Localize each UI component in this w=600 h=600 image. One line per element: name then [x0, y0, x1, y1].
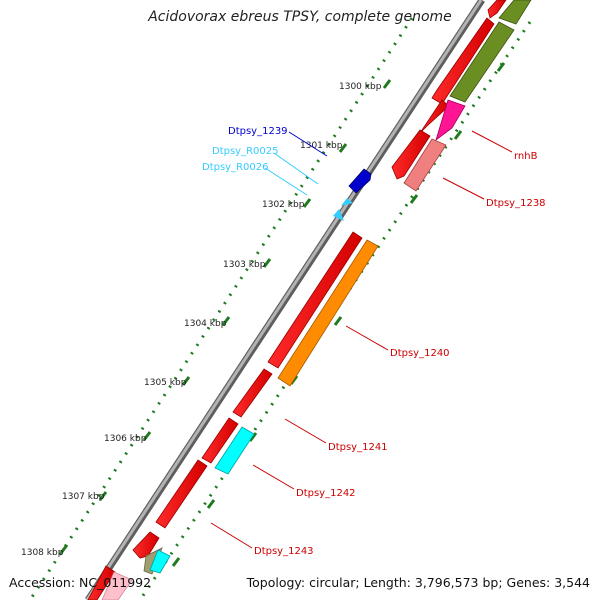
- outer-scale-ring: [28, 17, 414, 600]
- cds-feature[interactable]: [201, 417, 239, 464]
- leader-line: [273, 152, 319, 185]
- leader-line: [252, 464, 295, 490]
- feature-label[interactable]: Dtpsy_1243: [254, 546, 314, 557]
- feature-dtpsy-1238[interactable]: [403, 138, 447, 192]
- feature-label[interactable]: Dtpsy_R0025: [212, 146, 279, 157]
- topology-text: Topology: circular; Length: 3,796,573 bp…: [246, 575, 590, 590]
- ruler-major-tick: [338, 143, 348, 153]
- feature-olive-segment[interactable]: [498, 0, 532, 25]
- leader-line: [210, 522, 253, 549]
- leader-line: [442, 177, 485, 200]
- inner-ring-tick: [171, 557, 181, 567]
- inner-ring-tick: [248, 432, 258, 442]
- ruler-major-tick: [59, 544, 69, 554]
- feature-label[interactable]: Dtpsy_1242: [296, 488, 356, 499]
- cds-feature[interactable]: [267, 231, 363, 369]
- ruler-label: 1302 kbp: [262, 200, 305, 210]
- feature-label[interactable]: rnhB: [514, 151, 538, 162]
- ruler-major-tick: [181, 376, 191, 386]
- ruler-label: 1304 kbp: [184, 319, 227, 329]
- label-leader-lines: [210, 130, 513, 549]
- ruler-major-tick: [302, 198, 312, 208]
- feature-label[interactable]: Dtpsy_1239: [228, 126, 288, 137]
- reverse-strand-cds: [87, 0, 507, 600]
- feature-pink-small[interactable]: [101, 571, 133, 600]
- gene-feature-dtpsy-1239[interactable]: [348, 168, 372, 194]
- genome-backbone: [85, 0, 483, 600]
- cds-feature[interactable]: [132, 531, 160, 559]
- ruler-major-tick: [142, 431, 152, 441]
- feature-label[interactable]: Dtpsy_1238: [486, 198, 546, 209]
- leader-line: [288, 131, 328, 157]
- leader-line: [264, 167, 308, 196]
- accession-text: Accession: NC_011992: [9, 575, 152, 590]
- ruler-label: 1301 kbp: [300, 141, 343, 151]
- ruler-label: 1308 kbp: [21, 548, 64, 558]
- ruler-label: 1303 kbp: [223, 260, 266, 270]
- inner-ring-tick: [496, 62, 506, 72]
- feature-rnhb[interactable]: [435, 99, 466, 142]
- feature-dtpsy-1240[interactable]: [277, 239, 379, 387]
- inner-ring-ticks: [171, 62, 506, 567]
- feature-cyan-small[interactable]: [149, 549, 171, 574]
- feature-labels: Dtpsy_1239 Dtpsy_R0025 Dtpsy_R0026 rnhB …: [202, 126, 546, 557]
- ruler-major-ticks: [59, 79, 392, 554]
- ruler-major-tick: [382, 79, 392, 89]
- trna-feature-dtpsy-r0025[interactable]: [341, 198, 353, 206]
- inner-ring-tick: [206, 499, 216, 509]
- leader-line: [471, 130, 513, 153]
- ruler-major-tick: [221, 316, 231, 326]
- inner-scale-ring: [138, 21, 532, 600]
- leader-line: [284, 418, 327, 444]
- cds-feature[interactable]: [87, 565, 116, 600]
- inner-ring-features: [101, 0, 532, 600]
- ruler-label: 1307 kbp: [62, 492, 105, 502]
- ruler-major-tick: [262, 258, 272, 268]
- ruler-labels: 1300 kbp 1301 kbp 1302 kbp 1303 kbp 1304…: [21, 82, 382, 558]
- ruler-major-tick: [98, 491, 108, 501]
- ruler-label: 1305 kbp: [144, 378, 187, 388]
- inner-ring-tick: [409, 194, 419, 204]
- cds-feature[interactable]: [487, 0, 507, 19]
- inner-ring-tick: [333, 316, 343, 326]
- feature-label[interactable]: Dtpsy_R0026: [202, 162, 269, 173]
- feature-olive-segment[interactable]: [449, 21, 515, 103]
- ruler-label: 1300 kbp: [339, 82, 382, 92]
- forward-strand-features: [333, 168, 372, 221]
- feature-label[interactable]: Dtpsy_1241: [328, 442, 388, 453]
- cds-feature[interactable]: [419, 99, 450, 134]
- cds-feature[interactable]: [431, 17, 495, 105]
- inner-ring-tick: [453, 130, 463, 140]
- cds-feature[interactable]: [232, 368, 273, 418]
- trna-feature-dtpsy-r0026[interactable]: [333, 209, 344, 221]
- feature-label[interactable]: Dtpsy_1240: [390, 348, 450, 359]
- feature-dtpsy-1242[interactable]: [214, 426, 255, 475]
- ruler-label: 1306 kbp: [104, 434, 147, 444]
- cds-feature[interactable]: [391, 129, 431, 180]
- map-title: Acidovorax ebreus TPSY, complete genome: [148, 9, 452, 25]
- cds-feature[interactable]: [155, 459, 208, 529]
- leader-line: [345, 325, 389, 351]
